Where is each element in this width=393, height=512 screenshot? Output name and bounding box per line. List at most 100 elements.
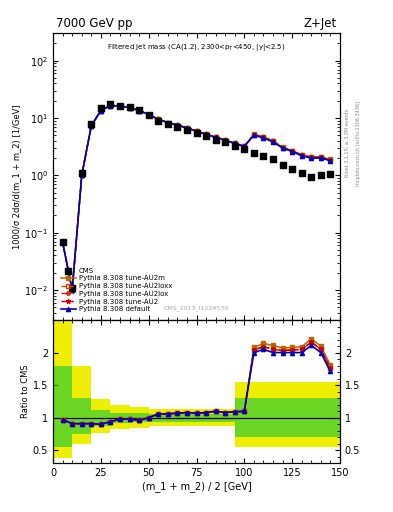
Pythia 8.308 tune-AU2lox (70, 287, 75, 293)
Pythia 8.308 tune-AU2m (89, 123, 94, 129)
Pythia 8.308 tune-AU2loxx (252, 132, 256, 138)
Pythia 8.308 tune-AU2loxx (309, 155, 314, 161)
Pythia 8.308 default (213, 134, 218, 140)
Pythia 8.308 default (271, 139, 275, 145)
CMS (251, 148, 257, 157)
Pythia 8.308 default (185, 125, 189, 131)
Pythia 8.308 tune-AU2 (137, 108, 141, 114)
CMS (127, 103, 133, 111)
Pythia 8.308 default (309, 155, 314, 161)
Pythia 8.308 tune-AU2lox (137, 108, 141, 114)
Pythia 8.308 tune-AU2 (261, 134, 266, 140)
Pythia 8.308 tune-AU2lox (89, 123, 94, 129)
Pythia 8.308 tune-AU2lox (261, 134, 266, 140)
Pythia 8.308 tune-AU2 (185, 125, 189, 131)
Pythia 8.308 default (175, 122, 180, 128)
Pythia 8.308 tune-AU2loxx (99, 108, 103, 114)
Pythia 8.308 tune-AU2 (108, 102, 113, 109)
CMS (193, 129, 200, 137)
Pythia 8.308 tune-AU2loxx (175, 122, 180, 128)
Pythia 8.308 tune-AU2 (118, 103, 122, 109)
CMS (270, 155, 276, 163)
Pythia 8.308 tune-AU2lox (99, 108, 103, 114)
Y-axis label: Ratio to CMS: Ratio to CMS (21, 365, 30, 418)
Pythia 8.308 default (127, 104, 132, 111)
Pythia 8.308 tune-AU2m (146, 112, 151, 118)
Pythia 8.308 tune-AU2m (156, 116, 161, 122)
Pythia 8.308 tune-AU2loxx (194, 128, 199, 134)
Text: CMS_2013_I1224539: CMS_2013_I1224539 (164, 306, 229, 311)
Pythia 8.308 tune-AU2 (165, 120, 170, 126)
Pythia 8.308 default (118, 103, 122, 109)
Y-axis label: 1000/σ 2dσ/d(m_1 + m_2) [1/GeV]: 1000/σ 2dσ/d(m_1 + m_2) [1/GeV] (13, 104, 22, 249)
Pythia 8.308 tune-AU2loxx (318, 155, 323, 161)
CMS (318, 171, 324, 179)
Pythia 8.308 tune-AU2m (223, 137, 228, 143)
CMS (289, 165, 295, 173)
Pythia 8.308 tune-AU2m (70, 287, 75, 293)
Pythia 8.308 tune-AU2m (318, 154, 323, 160)
Line: Pythia 8.308 tune-AU2m: Pythia 8.308 tune-AU2m (61, 104, 332, 292)
Pythia 8.308 tune-AU2lox (60, 239, 65, 245)
CMS (59, 238, 66, 246)
Pythia 8.308 tune-AU2lox (309, 155, 314, 161)
Pythia 8.308 tune-AU2 (280, 144, 285, 151)
Pythia 8.308 tune-AU2lox (175, 122, 180, 128)
Text: Filtered jet mass (CA(1.2), 2300<p$_T$<450, |y|<2.5): Filtered jet mass (CA(1.2), 2300<p$_T$<4… (107, 42, 286, 53)
Pythia 8.308 tune-AU2loxx (185, 125, 189, 131)
Pythia 8.308 tune-AU2lox (185, 125, 189, 131)
Pythia 8.308 default (60, 239, 65, 245)
CMS (260, 152, 266, 160)
Line: Pythia 8.308 tune-AU2: Pythia 8.308 tune-AU2 (60, 103, 333, 292)
Pythia 8.308 tune-AU2 (299, 152, 304, 158)
CMS (327, 170, 334, 178)
Pythia 8.308 default (146, 112, 151, 118)
Pythia 8.308 tune-AU2m (108, 102, 113, 109)
Pythia 8.308 tune-AU2 (213, 134, 218, 140)
Pythia 8.308 tune-AU2 (194, 128, 199, 134)
Pythia 8.308 tune-AU2 (89, 123, 94, 129)
Pythia 8.308 tune-AU2 (242, 143, 247, 150)
Pythia 8.308 tune-AU2 (127, 104, 132, 111)
Pythia 8.308 tune-AU2m (213, 134, 218, 140)
Pythia 8.308 tune-AU2m (118, 103, 122, 109)
CMS (69, 284, 75, 292)
Pythia 8.308 tune-AU2m (204, 131, 208, 137)
Pythia 8.308 tune-AU2m (299, 152, 304, 158)
Pythia 8.308 default (194, 128, 199, 134)
Pythia 8.308 default (252, 132, 256, 138)
Pythia 8.308 default (290, 148, 294, 155)
CMS (79, 169, 85, 177)
CMS (203, 132, 209, 140)
Pythia 8.308 tune-AU2lox (318, 155, 323, 161)
CMS (308, 173, 314, 181)
Pythia 8.308 tune-AU2lox (204, 131, 208, 137)
Pythia 8.308 tune-AU2lox (242, 143, 247, 150)
Pythia 8.308 tune-AU2m (280, 144, 285, 150)
Pythia 8.308 tune-AU2 (60, 239, 65, 245)
Pythia 8.308 tune-AU2lox (194, 128, 199, 134)
Pythia 8.308 default (280, 145, 285, 151)
CMS (213, 136, 219, 144)
Pythia 8.308 tune-AU2lox (290, 148, 294, 154)
Legend: CMS, Pythia 8.308 tune-AU2m, Pythia 8.308 tune-AU2loxx, Pythia 8.308 tune-AU2lox: CMS, Pythia 8.308 tune-AU2m, Pythia 8.30… (59, 266, 174, 314)
Pythia 8.308 default (108, 102, 113, 109)
Pythia 8.308 tune-AU2 (318, 155, 323, 161)
Pythia 8.308 tune-AU2loxx (146, 112, 151, 118)
Pythia 8.308 tune-AU2loxx (70, 287, 75, 293)
Pythia 8.308 tune-AU2lox (108, 102, 113, 109)
Pythia 8.308 tune-AU2lox (280, 144, 285, 151)
Pythia 8.308 tune-AU2m (137, 108, 141, 114)
Pythia 8.308 tune-AU2loxx (204, 131, 208, 137)
Pythia 8.308 tune-AU2 (175, 122, 180, 128)
Pythia 8.308 tune-AU2m (127, 104, 132, 111)
CMS (88, 119, 94, 127)
Pythia 8.308 tune-AU2 (204, 131, 208, 137)
CMS (184, 126, 190, 134)
Pythia 8.308 tune-AU2lox (127, 104, 132, 111)
Pythia 8.308 default (299, 153, 304, 159)
Pythia 8.308 tune-AU2m (99, 108, 103, 114)
CMS (155, 117, 162, 125)
Pythia 8.308 default (99, 108, 103, 114)
Pythia 8.308 tune-AU2loxx (79, 172, 84, 178)
